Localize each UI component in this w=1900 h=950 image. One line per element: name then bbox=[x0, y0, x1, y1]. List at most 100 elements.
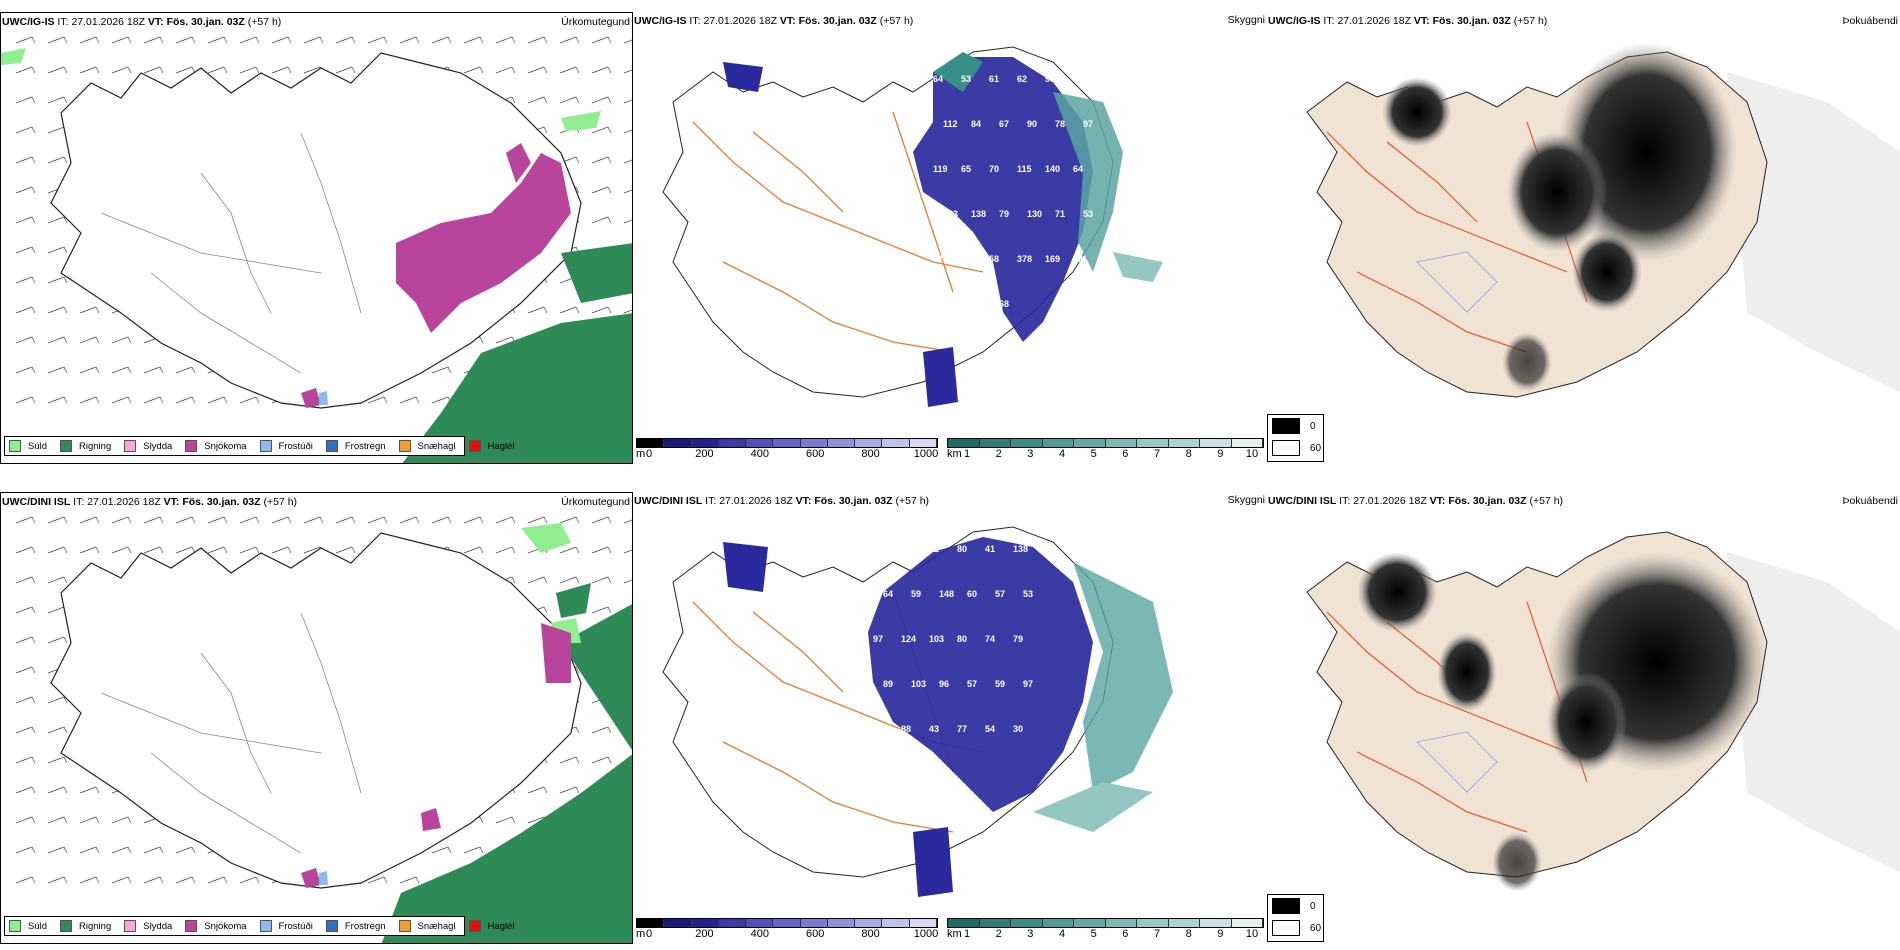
visibility-label: 30 bbox=[1013, 724, 1023, 734]
legend-item: Snjókoma bbox=[185, 920, 247, 932]
wind-barb bbox=[367, 36, 388, 44]
visibility-scale: km 1 2 3 4 5 6 7 8 9 10 bbox=[947, 438, 1267, 462]
scale-color bbox=[1105, 439, 1137, 447]
wind-barb bbox=[47, 636, 68, 644]
scale-bar bbox=[636, 438, 938, 448]
scale-tick: 1000 bbox=[913, 928, 939, 940]
legend-swatch bbox=[468, 440, 481, 452]
fog-area bbox=[1382, 77, 1452, 147]
fog-legend-label: 60 bbox=[1310, 922, 1322, 934]
scale-color bbox=[855, 439, 883, 447]
visibility-label: 78 bbox=[1055, 119, 1065, 129]
visibility-label: 138 bbox=[1013, 544, 1028, 554]
scale-color bbox=[773, 919, 801, 927]
wind-barb bbox=[15, 396, 36, 404]
rivers bbox=[1416, 251, 1498, 313]
visibility-area bbox=[933, 52, 983, 92]
wind-barb bbox=[335, 516, 356, 524]
visibility-label: 102 bbox=[873, 724, 888, 734]
visibility-label: 74 bbox=[985, 634, 995, 644]
legend-item: Snjókoma bbox=[185, 440, 247, 452]
visibility-label: 65 bbox=[961, 164, 971, 174]
legend-swatch bbox=[398, 920, 411, 932]
vt-value: Fös. 30.jan. 03Z bbox=[166, 16, 245, 28]
legend-item: Slydda bbox=[124, 920, 172, 932]
wind-barb bbox=[591, 726, 612, 734]
wind-barb bbox=[47, 396, 68, 404]
legend-swatch bbox=[468, 920, 481, 932]
panel-header: UWC/IG-IS IT: 27.01.2026 18Z VT: Fös. 30… bbox=[1, 15, 632, 29]
scale-tick: 0 bbox=[645, 928, 653, 940]
wind-barb bbox=[591, 186, 612, 194]
wind-barb bbox=[47, 96, 68, 104]
fog-legend-item: 0 bbox=[1268, 895, 1323, 917]
visibility-labels: 110 65 92 80 41 138 64 59 148 60 57 53 97 124 103 80 74 7… bbox=[873, 544, 1033, 734]
panel-title: Þokuábendi bbox=[1842, 495, 1898, 507]
low-visibility-area bbox=[723, 62, 763, 92]
wind-barb bbox=[79, 66, 100, 74]
fog-area bbox=[1547, 672, 1627, 772]
lead-time: (+57 h) bbox=[1513, 15, 1548, 27]
scale-tick: 200 bbox=[695, 448, 714, 460]
wind-barb bbox=[495, 66, 516, 74]
wind-barb bbox=[399, 396, 420, 404]
wind-barb bbox=[111, 816, 132, 824]
wind-barb bbox=[47, 846, 68, 854]
wind-barb bbox=[399, 36, 420, 44]
wind-barb bbox=[47, 306, 68, 314]
wind-barb bbox=[47, 696, 68, 704]
legend-item: Súld bbox=[9, 440, 47, 452]
scale-color bbox=[1168, 919, 1200, 927]
wind-barb bbox=[623, 129, 632, 134]
wind-barb bbox=[15, 126, 36, 134]
legend-label: Snjókoma bbox=[204, 440, 247, 452]
visibility-label: 89 bbox=[883, 679, 893, 689]
fog-legend-label: 60 bbox=[1310, 442, 1322, 454]
low-visibility-area bbox=[723, 542, 768, 592]
wind-barb bbox=[175, 66, 196, 74]
scale-color bbox=[1011, 919, 1043, 927]
fog-haze bbox=[1727, 552, 1900, 872]
wind-barb bbox=[239, 546, 260, 554]
wind-barb bbox=[79, 396, 100, 404]
wind-barb bbox=[591, 606, 612, 614]
visibility-label: 84 bbox=[971, 119, 981, 129]
wind-barb bbox=[559, 36, 580, 44]
wind-barb bbox=[143, 516, 164, 524]
wind-barb bbox=[15, 246, 36, 254]
scale-color bbox=[909, 439, 937, 447]
wind-barb bbox=[591, 36, 612, 44]
scale-color bbox=[637, 919, 665, 927]
it-value: 27.01.2026 18Z bbox=[1337, 15, 1411, 27]
legend-item: Frostregn bbox=[325, 440, 386, 452]
wind-barb bbox=[591, 216, 612, 224]
wind-barb bbox=[559, 546, 580, 554]
wind-barb bbox=[15, 606, 36, 614]
wind-barb bbox=[47, 756, 68, 764]
visibility-label: 161 bbox=[961, 254, 976, 264]
visibility-label: 79 bbox=[1013, 634, 1023, 644]
visibility-label: 378 bbox=[1017, 254, 1032, 264]
visibility-label: 97 bbox=[933, 254, 943, 264]
panel-header: UWC/DINI ISL IT: 27.01.2026 18Z VT: Fös.… bbox=[1, 495, 632, 509]
visibility-label: 99 bbox=[943, 299, 953, 309]
wind-barb bbox=[111, 66, 132, 74]
panel-title: Þokuábendi bbox=[1842, 15, 1898, 27]
legend-swatch bbox=[124, 440, 137, 452]
scale-tick: 9 bbox=[1217, 928, 1224, 940]
scale-color bbox=[1231, 439, 1263, 447]
wind-barb bbox=[559, 96, 580, 104]
wind-barb bbox=[207, 396, 228, 404]
legend-label: Frostregn bbox=[344, 920, 386, 932]
roads bbox=[692, 111, 984, 353]
snow-area bbox=[506, 143, 531, 183]
wind-barb bbox=[591, 66, 612, 74]
wind-barb bbox=[495, 516, 516, 524]
scale-tick: 600 bbox=[806, 448, 825, 460]
visibility-label: 59 bbox=[995, 679, 1005, 689]
visibility-label: 97 bbox=[1023, 679, 1033, 689]
wind-barb bbox=[367, 876, 388, 884]
fog-panel-row1: UWC/IG-IS IT: 27.01.2026 18Z VT: Fös. 30… bbox=[1267, 12, 1900, 464]
wind-barb bbox=[47, 366, 68, 374]
height-scale: m 0 200 400 600 800 1000 bbox=[636, 918, 939, 942]
